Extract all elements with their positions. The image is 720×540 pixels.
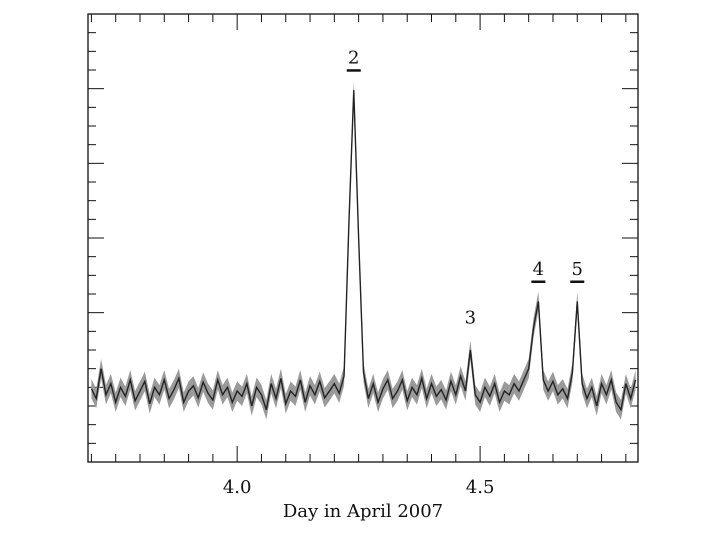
peak-label: 3 [465,307,476,328]
x-tick-label: 4.0 [223,477,252,498]
peak-label: 2 [348,47,359,68]
peak-label: 4 [533,259,544,280]
x-axis-label: Day in April 2007 [283,501,443,522]
data-line [90,90,637,412]
peak-label: 5 [572,259,583,280]
x-tick-label: 4.5 [466,477,495,498]
